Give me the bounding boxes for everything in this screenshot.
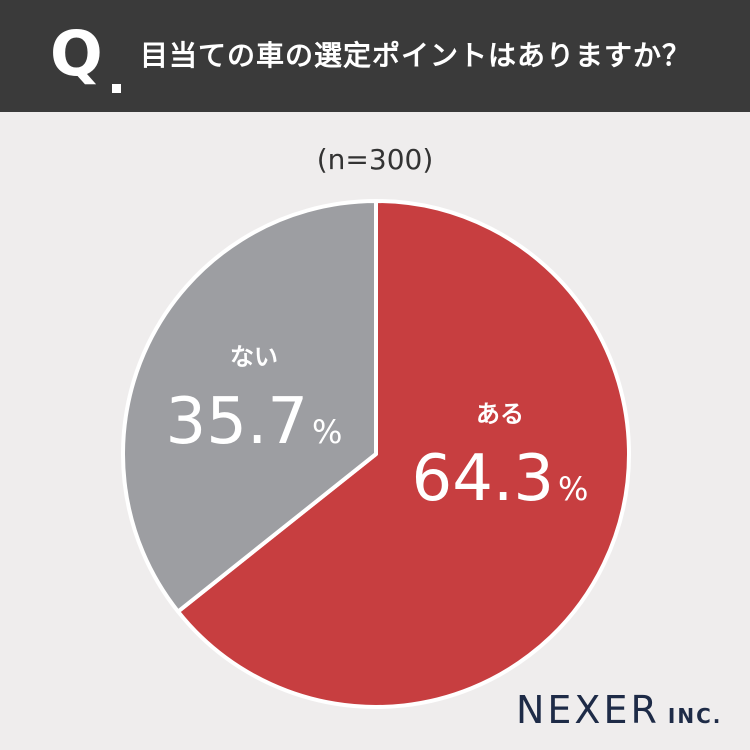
pie-slice-nai xyxy=(121,199,378,614)
question-text: 目当ての車の選定ポイントはありますか？ xyxy=(140,39,692,72)
slice-category-label: ある xyxy=(476,400,524,428)
slice-category-label: ない xyxy=(230,343,278,371)
header-bar: Q 目当ての車の選定ポイントはありますか？ xyxy=(0,0,750,112)
brand-suffix: INC. xyxy=(667,704,723,728)
slice-value-label: 64.3% xyxy=(412,442,589,516)
pie-slice-aru xyxy=(176,199,631,709)
brand-name: NEXER xyxy=(516,688,660,732)
q-letter: Q xyxy=(50,17,103,90)
q-dot xyxy=(112,84,121,93)
slice-value-label: 35.7% xyxy=(166,385,343,459)
brand-logo: NEXER INC. xyxy=(516,688,722,732)
sample-size-label: (n=300) xyxy=(316,143,434,176)
